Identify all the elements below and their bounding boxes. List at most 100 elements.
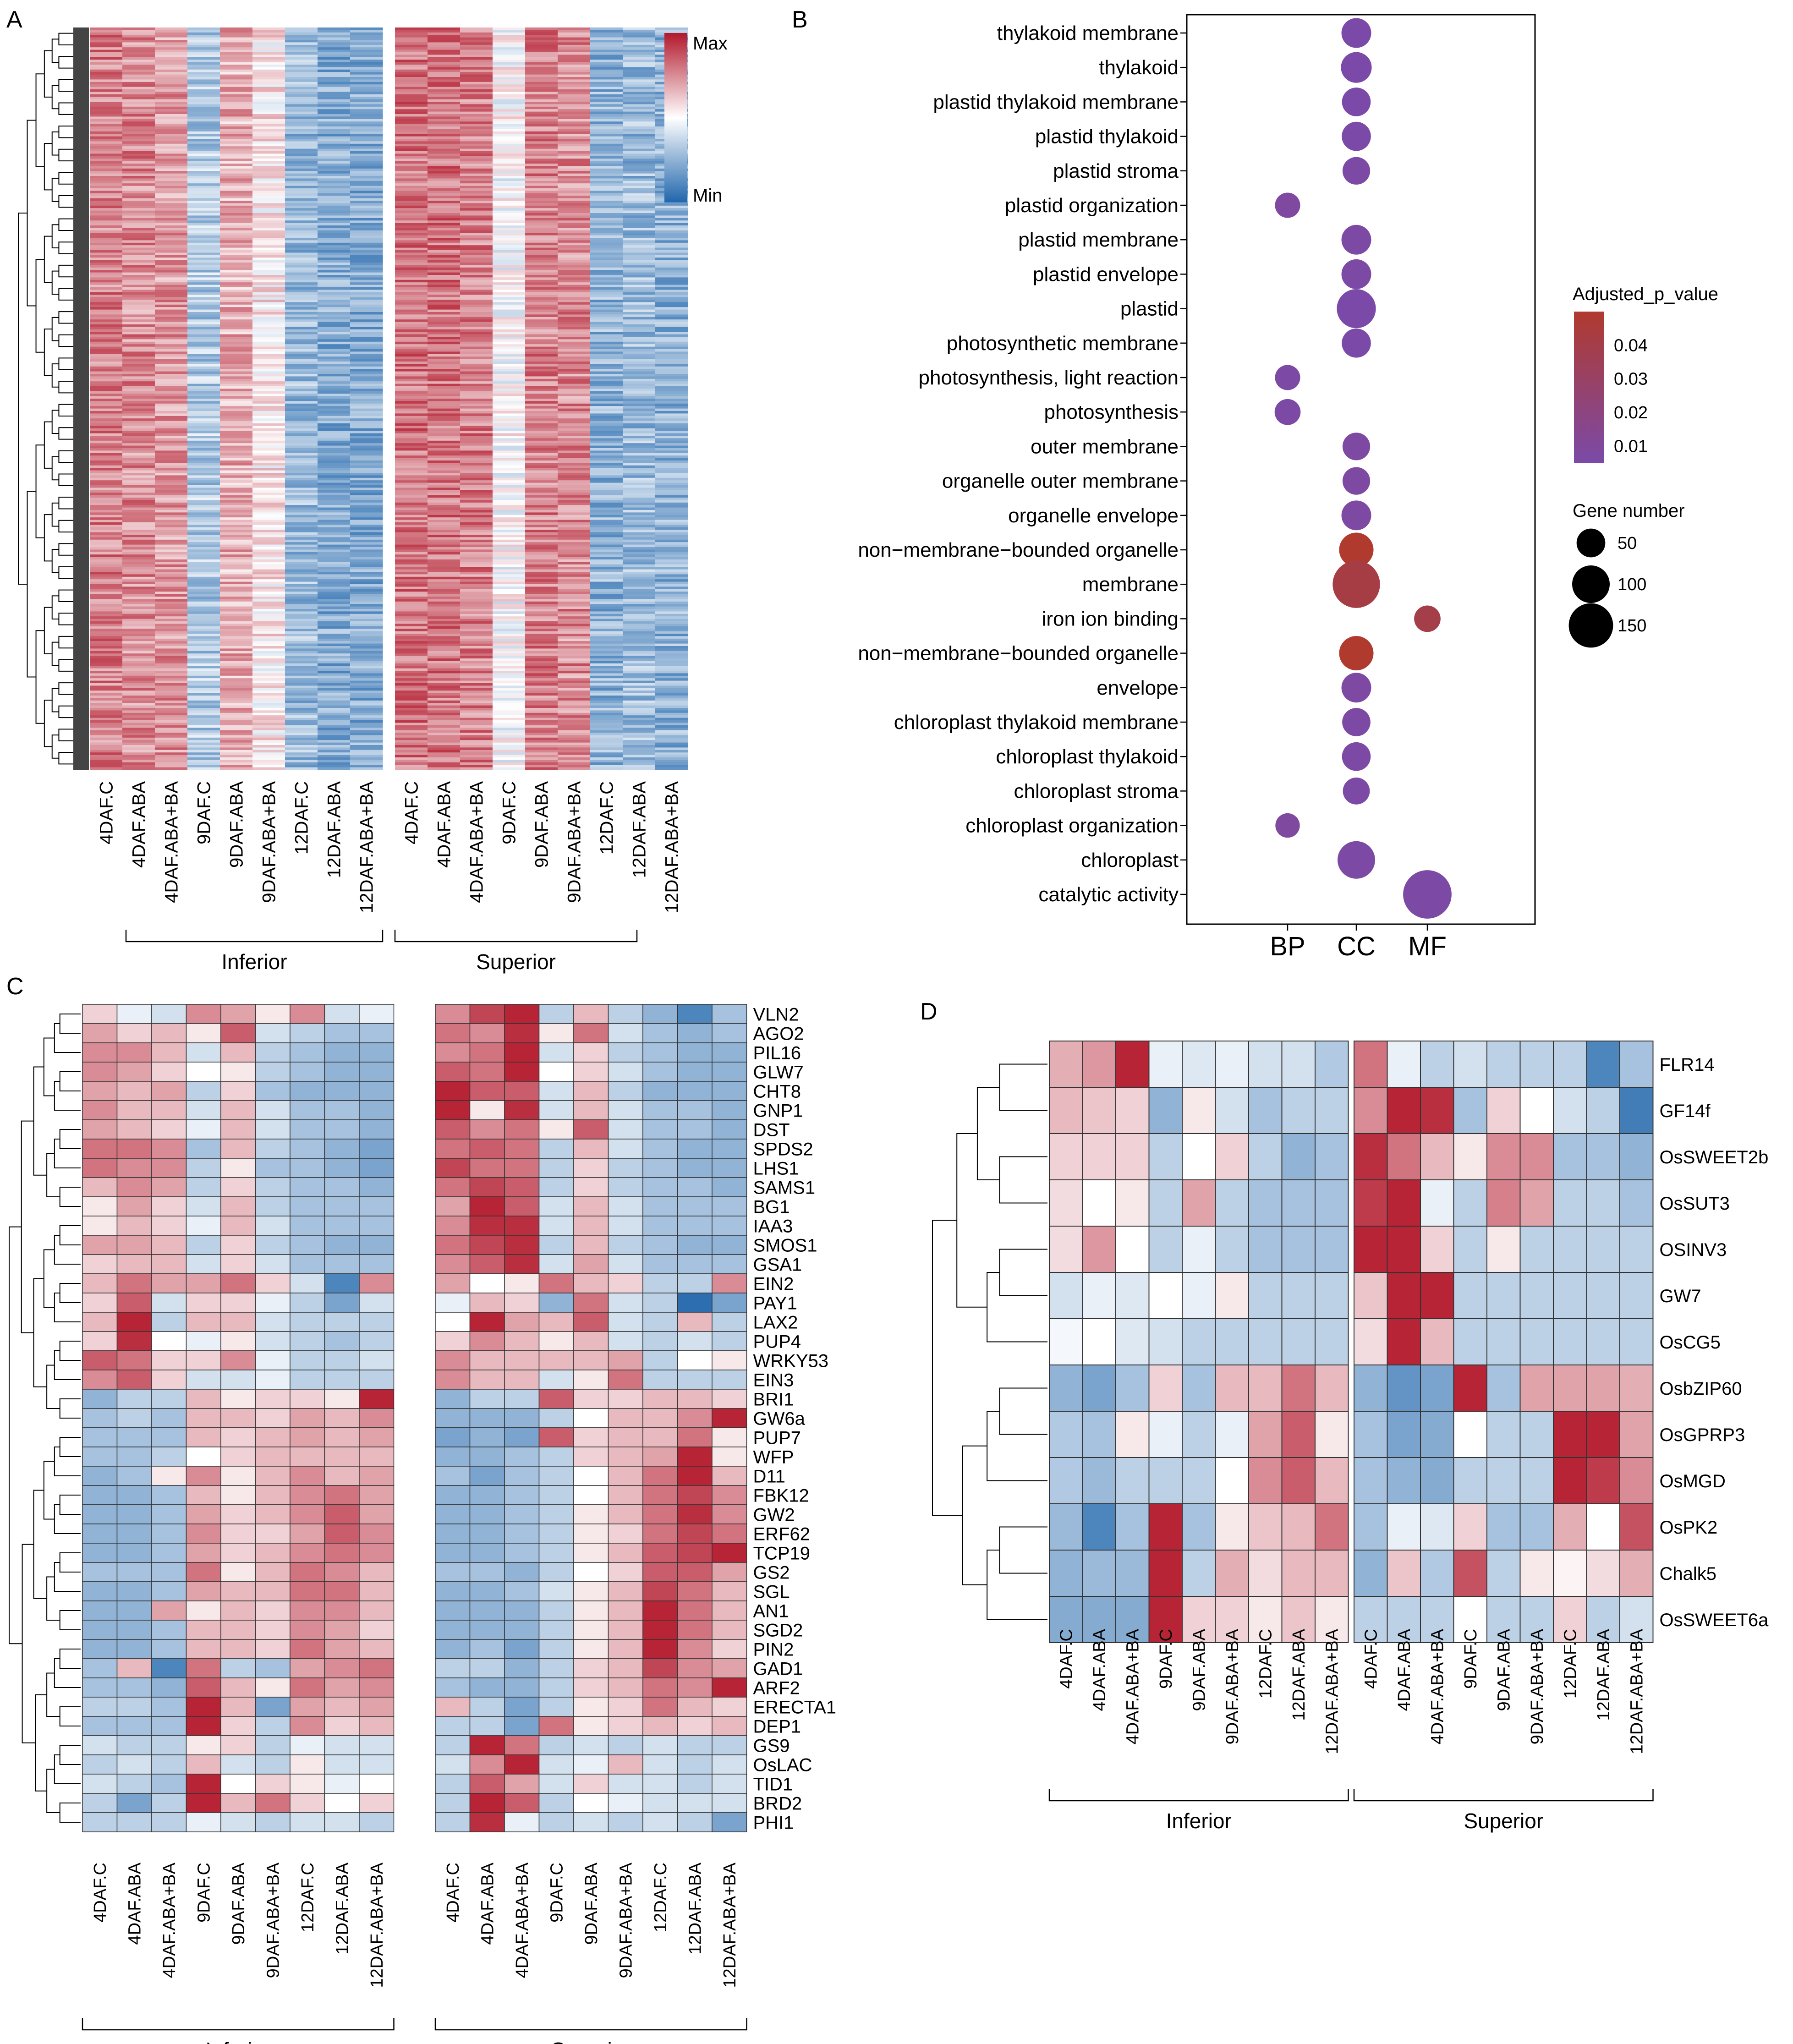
- heat-cell: [122, 693, 155, 696]
- heat-cell: [187, 235, 220, 238]
- heat-cell: [350, 339, 383, 342]
- heat-cell: [350, 604, 383, 607]
- heat-cell: [395, 631, 428, 634]
- heat-cell: [350, 371, 383, 374]
- heat-cell: [525, 512, 558, 515]
- heat-cell: [122, 527, 155, 530]
- heat-cell: [590, 604, 623, 607]
- heat-cell: [590, 92, 623, 95]
- heat-cell: [460, 559, 493, 562]
- heat-cell: [187, 65, 220, 67]
- heat-cell: [395, 700, 428, 703]
- heat-cell: [318, 510, 351, 513]
- heat-cell: [252, 715, 285, 718]
- heat-cell: [395, 324, 428, 327]
- heat-cell: [187, 62, 220, 65]
- heat-cell: [122, 715, 155, 718]
- heat-cell: [558, 356, 591, 360]
- heat-cell: [350, 614, 383, 617]
- heat-cell: [90, 139, 123, 142]
- heat-cell: [220, 176, 253, 179]
- heat-cell: [122, 186, 155, 189]
- heat-cell: [428, 399, 461, 401]
- heat-cell: [220, 279, 253, 283]
- heat-cell: [90, 255, 123, 258]
- heat-cell: [395, 520, 428, 523]
- heat-cell: [318, 252, 351, 256]
- heat-cell: [493, 638, 526, 641]
- heat-cell: [558, 136, 591, 139]
- heat-cell: [285, 324, 318, 327]
- heat-cell: [285, 473, 318, 476]
- heat-cell: [395, 624, 428, 627]
- heat-cell: [220, 399, 253, 401]
- heat-cell: [220, 616, 253, 619]
- heat-cell: [525, 728, 558, 731]
- heat-cell: [558, 406, 591, 409]
- heat-cell: [350, 193, 383, 196]
- heat-cell: [285, 292, 318, 295]
- heat-cell: [395, 386, 428, 389]
- heat-cell: [187, 166, 220, 169]
- heat-cell: [493, 718, 526, 721]
- heat-cell: [525, 616, 558, 619]
- heat-cell: [252, 532, 285, 535]
- heat-cell: [428, 767, 461, 770]
- heat-cell: [395, 693, 428, 696]
- heat-cell: [558, 757, 591, 760]
- heat-cell: [155, 733, 188, 735]
- heat-cell: [590, 747, 623, 751]
- heat-cell: [428, 302, 461, 305]
- heat-cell: [285, 171, 318, 174]
- heat-cell: [155, 557, 188, 560]
- heat-cell: [493, 302, 526, 305]
- heat-cell: [155, 235, 188, 238]
- heat-cell: [558, 60, 591, 63]
- heat-cell: [428, 191, 461, 194]
- heat-cell: [558, 592, 591, 595]
- heat-cell: [285, 735, 318, 738]
- heat-cell: [558, 572, 591, 575]
- heat-cell: [220, 493, 253, 496]
- heat-cell: [590, 247, 623, 251]
- heat-cell: [220, 146, 253, 149]
- heat-cell: [428, 559, 461, 562]
- heat-cell: [428, 750, 461, 753]
- heat-cell: [155, 111, 188, 115]
- heat-cell: [460, 421, 493, 424]
- heat-cell: [428, 314, 461, 318]
- heat-cell: [623, 307, 656, 310]
- heat-cell: [187, 55, 220, 58]
- heat-cell: [558, 114, 591, 117]
- heat-cell: [220, 396, 253, 399]
- heat-cell: [590, 460, 623, 463]
- a-dendro-branch: [58, 473, 73, 486]
- heat-cell: [590, 740, 623, 743]
- heat-cell: [122, 327, 155, 330]
- heat-cell: [187, 433, 220, 436]
- heat-cell: [428, 304, 461, 307]
- heat-cell: [590, 765, 623, 768]
- heat-cell: [350, 641, 383, 644]
- heat-cell: [623, 141, 656, 144]
- heat-cell: [558, 742, 591, 745]
- heat-cell: [187, 92, 220, 95]
- heat-cell: [285, 139, 318, 142]
- heat-cell: [525, 554, 558, 558]
- heat-cell: [122, 485, 155, 488]
- heat-cell: [395, 49, 428, 53]
- heat-cell: [493, 576, 526, 580]
- heat-cell: [558, 82, 591, 85]
- heat-cell: [460, 490, 493, 493]
- heat-cell: [285, 742, 318, 745]
- heat-cell: [590, 515, 623, 518]
- heat-cell: [122, 510, 155, 513]
- a-dendro-branch: [58, 427, 73, 440]
- heat-cell: [187, 542, 220, 545]
- heat-cell: [285, 102, 318, 104]
- heat-cell: [428, 309, 461, 312]
- heat-cell: [155, 663, 188, 666]
- heat-cell: [252, 559, 285, 562]
- heat-cell: [493, 614, 526, 617]
- heat-cell: [525, 426, 558, 429]
